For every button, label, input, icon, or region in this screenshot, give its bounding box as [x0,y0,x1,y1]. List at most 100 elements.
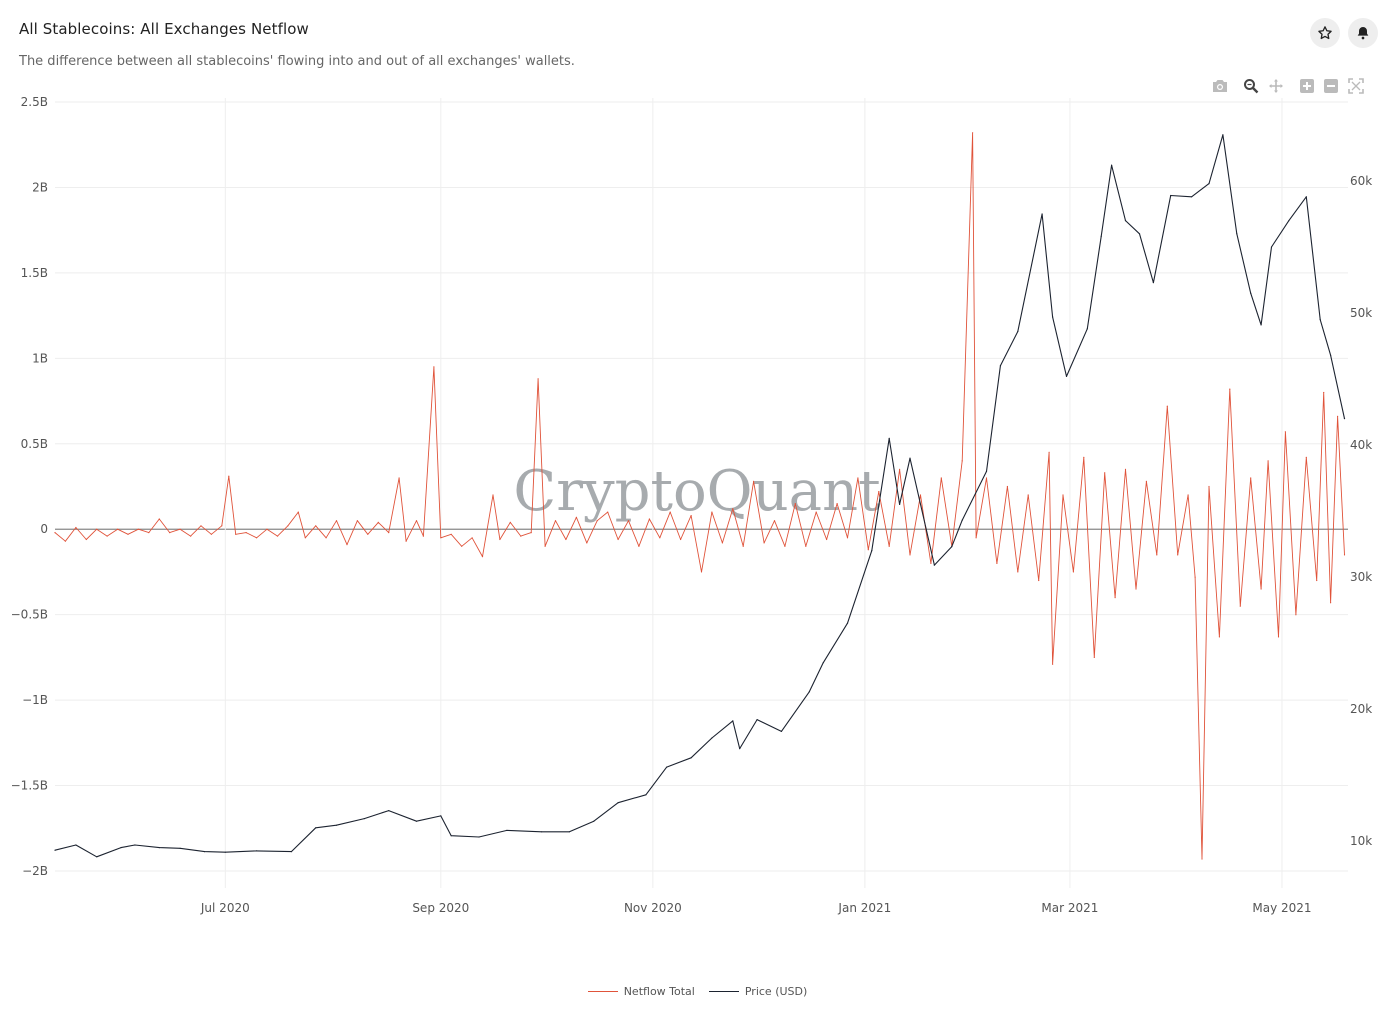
price-point [120,847,122,849]
netflow-point [1083,456,1085,458]
netflow-point [499,538,501,541]
camera-icon [1213,80,1227,92]
price-point [899,503,901,505]
price-point [756,719,758,721]
zoom-in-button[interactable] [1297,76,1317,96]
autoscale-button[interactable] [1346,76,1366,96]
netflow-point [1052,663,1054,665]
netflow-point [520,535,522,537]
legend-item-price[interactable]: Price (USD) [708,985,807,998]
netflow-point [972,132,974,134]
netflow-point [575,516,578,518]
netflow-point [1072,571,1074,573]
netflow-point [1062,494,1064,496]
watermark: CryptoQuant [513,459,881,524]
netflow-point [415,520,418,522]
netflow-point [940,477,942,479]
price-point [1288,220,1290,222]
price-point [1191,196,1193,198]
notification-button[interactable] [1348,18,1378,48]
netflow-point [1156,554,1158,556]
price-point [134,844,136,846]
netflow-point [1250,477,1252,479]
legend-swatch-price [708,991,739,992]
y-left-tick-label: 0.5B [21,437,48,451]
netflow-point [346,544,348,546]
netflow-point [1124,468,1127,470]
x-tick-label: Sep 2020 [412,901,469,915]
netflow-point [1166,405,1168,407]
y-left-tick-label: −0.5B [11,608,48,622]
netflow-point [711,511,713,513]
netflow-point [276,535,279,537]
netflow-point [680,538,682,541]
y-left-tick-label: 1B [32,351,48,365]
price-point [1343,418,1346,420]
price-point [1222,134,1224,136]
price-point [732,720,734,722]
netflow-point [909,554,911,556]
price-point [179,847,181,849]
price-point [450,835,452,837]
netflow-point [732,508,734,510]
netflow-point [857,477,859,479]
series-line-netflow-total [54,132,1345,860]
favorite-button[interactable] [1310,18,1340,48]
legend-item-netflow[interactable]: Netflow Total [587,985,695,998]
netflow-point [659,537,661,539]
price-point [690,757,692,759]
netflow-point [1330,602,1332,604]
netflow-point [1260,588,1262,590]
price-point [96,856,98,858]
price-point [1208,183,1210,185]
netflow-point [627,520,630,522]
series-lines [54,132,1346,860]
y-left-tick-label: −2B [22,864,48,878]
legend-label-netflow: Netflow Total [623,985,695,998]
chart-legend: Netflow Total Price (USD) [0,985,1395,998]
price-point [780,730,783,733]
netflow-point [1114,597,1116,599]
price-point [1041,213,1043,215]
netflow-point [1316,579,1318,582]
netflow-point [1218,636,1220,638]
zoom-out-button[interactable] [1321,76,1341,96]
netflow-point [773,520,776,522]
price-point [541,831,543,833]
price-point [985,470,988,472]
price-point [158,847,160,849]
netflow-point [700,571,703,573]
netflow-point [75,526,77,529]
price-point [1017,330,1019,333]
netflow-point [530,532,532,534]
pan-button[interactable] [1266,76,1286,96]
zoom-button[interactable] [1241,76,1261,96]
netflow-point [617,538,619,541]
netflow-point [554,520,557,522]
y-right-tick-label: 30k [1350,570,1372,584]
grid-lines [55,98,1348,888]
netflow-point [297,511,299,513]
netflow-point [1093,656,1095,659]
netflow-point [492,494,494,496]
netflow-point [784,545,786,547]
netflow-point [951,545,953,547]
price-point [363,818,365,820]
zoom-icon [1244,79,1259,94]
netflow-point [1135,588,1137,590]
price-point [315,827,317,829]
y-right-tick-label: 20k [1350,702,1372,716]
netflow-point [266,528,268,530]
netflow-point [325,537,327,539]
price-point [951,546,953,548]
price-point [871,550,873,552]
price-point [617,802,619,804]
netflow-point [169,532,171,534]
netflow-point [794,503,796,505]
netflow-point [1194,576,1196,578]
download-image-button[interactable] [1210,76,1230,96]
y-left-tick-label: 2B [32,180,48,194]
netflow-point [648,518,651,520]
netflow-point [930,562,932,565]
y-right-tick-label: 10k [1350,834,1372,848]
